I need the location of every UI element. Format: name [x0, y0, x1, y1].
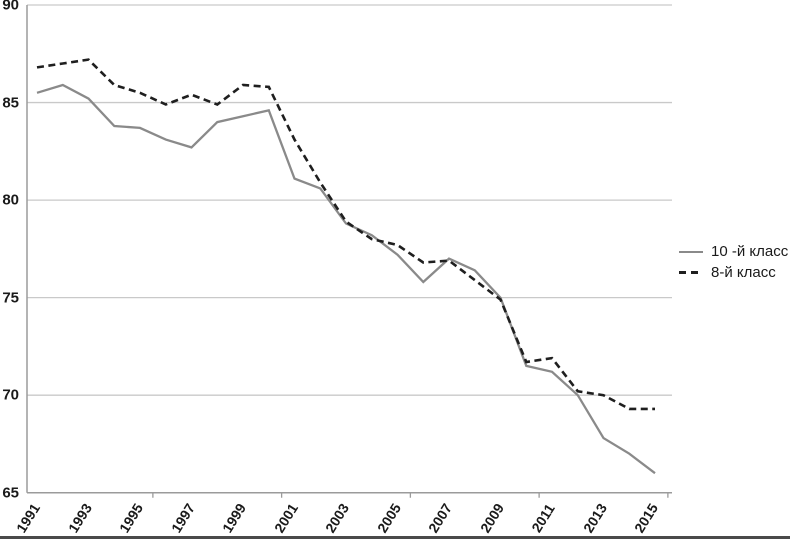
- y-tick-label-75: 75: [2, 289, 19, 307]
- series-line-10th-grade: [36, 83, 656, 475]
- legend-label-10th-grade: 10 -й класс: [711, 243, 789, 260]
- y-tick-label-85: 85: [2, 94, 19, 112]
- legend-item-10th-grade: 10 -й класс: [679, 243, 788, 260]
- y-tick-label-65: 65: [2, 484, 19, 502]
- legend: 10 -й класс 8-й класс: [679, 243, 788, 281]
- legend-label-8th-grade: 8-й класс: [711, 264, 776, 281]
- legend-item-8th-grade: 8-й класс: [679, 264, 788, 281]
- figure-bottom-border: [0, 536, 790, 539]
- series-line-8th-grade: [36, 58, 655, 411]
- legend-solid-line-swatch: [679, 250, 703, 253]
- y-tick-label-70: 70: [2, 386, 19, 404]
- y-tick-label-90: 90: [2, 0, 19, 14]
- legend-dashed-line-swatch: [679, 271, 703, 274]
- y-tick-label-80: 80: [2, 191, 19, 209]
